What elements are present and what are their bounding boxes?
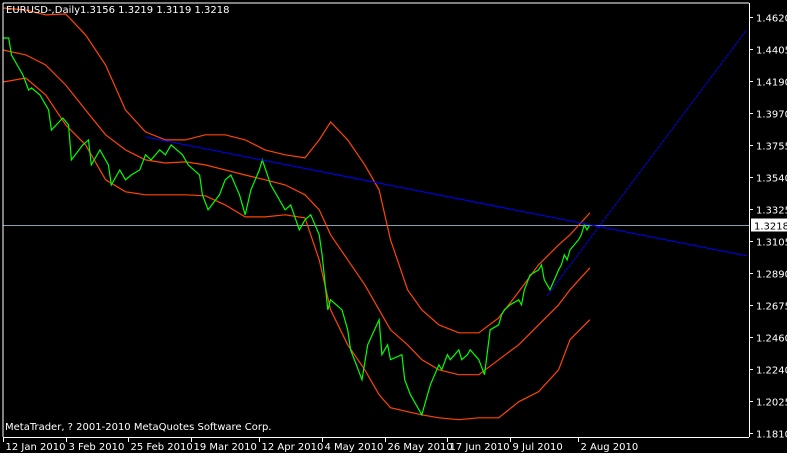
price-tick-label: 1.4190 [756,78,787,89]
price-tick-label: 1.2675 [756,302,787,313]
middle-band-line [3,49,591,376]
price-tick-label: 1.1810 [756,430,787,441]
plot-area [3,7,749,421]
price-tick-label: 1.3755 [756,142,787,153]
time-tick-label: 12 Jan 2010 [6,442,66,453]
chart-symbol-label: EURUSD-,Daily [6,5,80,16]
time-tick-label: 26 May 2010 [388,442,453,453]
time-tick-label: 12 Apr 2010 [262,442,324,453]
time-tick-label: 3 Feb 2010 [69,442,125,453]
copyright-text: MetaTrader, ? 2001-2010 MetaQuotes Softw… [5,422,271,433]
time-tick-label: 25 Feb 2010 [131,442,193,453]
price-tick-label: 1.3105 [756,238,787,249]
chart-ohlc-values: 1.3156 1.3219 1.3119 1.3218 [80,5,230,16]
price-tick-label: 1.4620 [756,14,787,25]
price-tick-label: 1.2460 [756,334,787,345]
price-tick-label: 1.3325 [756,206,787,217]
close-price-line [3,37,591,417]
time-tick-label: 17 Jun 2010 [450,442,510,453]
time-tick-label: 9 Jul 2010 [513,442,563,453]
price-tick-label: 1.2025 [756,398,787,409]
price-tick-label: 1.3540 [756,174,787,185]
price-tick-label: 1.2890 [756,270,787,281]
price-tick-label: 1.2240 [756,366,787,377]
time-tick-label: 19 Mar 2010 [194,442,257,453]
time-tick-label: 2 Aug 2010 [581,442,639,453]
trend-line-1[interactable] [145,136,747,257]
bid-price-label: 1.3218 [754,222,787,233]
trend-line-2[interactable] [546,29,747,297]
upper-band-line [3,7,591,334]
price-tick-label: 1.3970 [756,110,787,121]
time-tick-label: 4 May 2010 [325,442,384,453]
bid-price-label-box [751,218,787,232]
price-tick-label: 1.4405 [756,46,787,57]
